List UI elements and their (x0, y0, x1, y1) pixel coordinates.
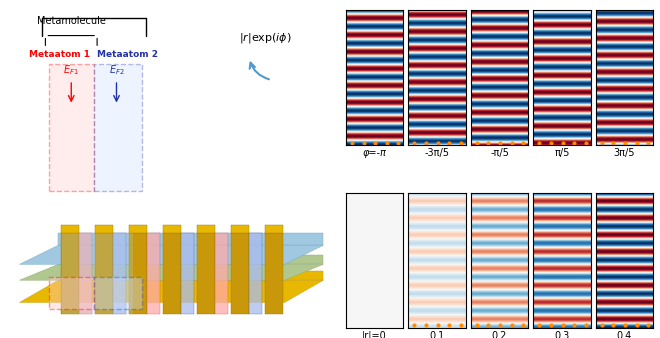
Polygon shape (129, 233, 147, 314)
Polygon shape (20, 280, 323, 303)
Polygon shape (231, 233, 249, 314)
FancyBboxPatch shape (49, 64, 94, 191)
FancyBboxPatch shape (49, 277, 94, 309)
Polygon shape (181, 233, 194, 314)
X-axis label: 0.1: 0.1 (430, 331, 445, 338)
FancyBboxPatch shape (94, 277, 143, 309)
Text: $E_{F2}$: $E_{F2}$ (109, 63, 124, 77)
Text: Metamolecule: Metamolecule (37, 16, 106, 26)
Polygon shape (163, 233, 181, 314)
Polygon shape (231, 224, 249, 233)
X-axis label: 0.2: 0.2 (492, 331, 507, 338)
Polygon shape (61, 224, 79, 233)
Polygon shape (61, 233, 133, 314)
Polygon shape (20, 245, 323, 264)
Polygon shape (197, 233, 215, 314)
Polygon shape (265, 224, 282, 233)
X-axis label: -π/5: -π/5 (490, 148, 509, 158)
Polygon shape (58, 233, 323, 245)
X-axis label: 0.4: 0.4 (617, 331, 632, 338)
Polygon shape (197, 224, 215, 233)
Polygon shape (147, 233, 160, 314)
Text: Metaatom 1: Metaatom 1 (29, 50, 90, 59)
X-axis label: 0.3: 0.3 (554, 331, 570, 338)
X-axis label: -3π/5: -3π/5 (424, 148, 449, 158)
X-axis label: π/5: π/5 (554, 148, 570, 158)
Polygon shape (265, 233, 282, 314)
Polygon shape (214, 233, 228, 314)
Text: $|r|\exp(i\phi)$: $|r|\exp(i\phi)$ (239, 31, 292, 45)
Polygon shape (113, 233, 126, 314)
Polygon shape (61, 233, 79, 314)
Polygon shape (129, 224, 147, 233)
Text: $E_{F1}$: $E_{F1}$ (63, 63, 79, 77)
Text: Metaatom 2: Metaatom 2 (97, 50, 158, 59)
X-axis label: φ=-π: φ=-π (362, 148, 387, 158)
Polygon shape (95, 224, 113, 233)
Polygon shape (58, 271, 323, 280)
Polygon shape (79, 233, 92, 314)
Polygon shape (249, 233, 261, 314)
X-axis label: 3π/5: 3π/5 (614, 148, 635, 158)
Polygon shape (58, 255, 323, 264)
Polygon shape (95, 233, 113, 314)
Polygon shape (163, 224, 181, 233)
Polygon shape (20, 264, 323, 280)
X-axis label: |r|=0: |r|=0 (362, 331, 387, 338)
FancyBboxPatch shape (94, 64, 143, 191)
